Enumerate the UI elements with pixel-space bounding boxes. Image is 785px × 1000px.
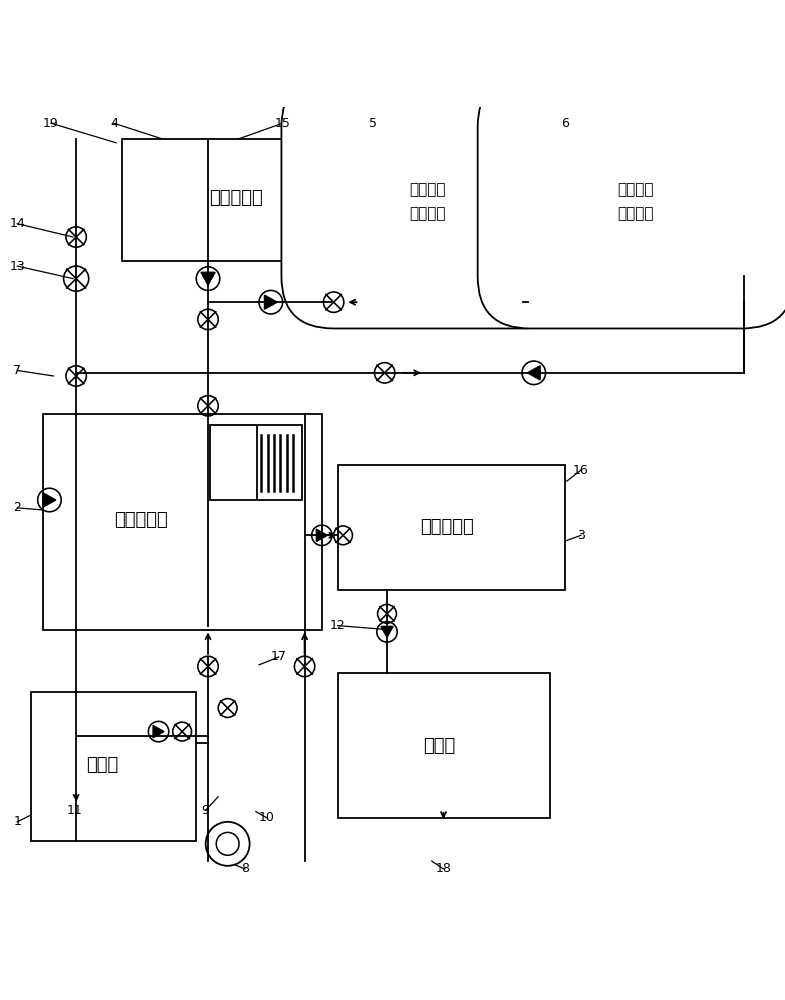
Polygon shape (381, 626, 393, 637)
Text: 第一增强
酸反洗罐: 第一增强 酸反洗罐 (410, 182, 446, 221)
Text: 污泥调配池: 污泥调配池 (421, 518, 474, 536)
Text: 第二增强
碱反洗罐: 第二增强 碱反洗罐 (618, 182, 654, 221)
Text: 压滤机: 压滤机 (423, 737, 456, 755)
Bar (210, 425, 257, 500)
Bar (338, 673, 550, 818)
Text: 12: 12 (330, 619, 345, 632)
Bar (210, 425, 257, 500)
Text: 16: 16 (573, 464, 589, 477)
Text: 15: 15 (275, 117, 290, 130)
Text: 2: 2 (13, 501, 21, 514)
Text: 13: 13 (9, 260, 25, 273)
Polygon shape (265, 295, 277, 309)
Text: 8: 8 (241, 862, 249, 875)
Polygon shape (153, 725, 164, 738)
Text: 17: 17 (271, 650, 287, 664)
Text: 调节池: 调节池 (86, 756, 119, 774)
Text: 1: 1 (13, 815, 21, 828)
Text: 7: 7 (13, 364, 21, 377)
Text: 4: 4 (110, 117, 118, 130)
Polygon shape (316, 529, 327, 541)
Text: 10: 10 (259, 811, 275, 824)
Text: 18: 18 (436, 862, 451, 875)
Text: 14: 14 (9, 217, 25, 230)
Polygon shape (43, 493, 56, 507)
Text: 5: 5 (369, 117, 377, 130)
Bar (122, 139, 369, 261)
Text: 19: 19 (43, 117, 59, 130)
Text: 9: 9 (202, 804, 210, 817)
FancyBboxPatch shape (477, 75, 785, 328)
Text: 11: 11 (67, 804, 82, 817)
Text: 3: 3 (577, 529, 585, 542)
Bar (31, 692, 196, 841)
Bar (210, 425, 302, 500)
Polygon shape (201, 272, 215, 285)
FancyBboxPatch shape (281, 75, 575, 328)
Bar (43, 414, 322, 630)
Text: 普通反洗池: 普通反洗池 (209, 189, 262, 207)
Text: 生化处理池: 生化处理池 (115, 511, 168, 529)
Polygon shape (528, 366, 540, 380)
Bar (338, 465, 565, 590)
Text: 6: 6 (561, 117, 569, 130)
